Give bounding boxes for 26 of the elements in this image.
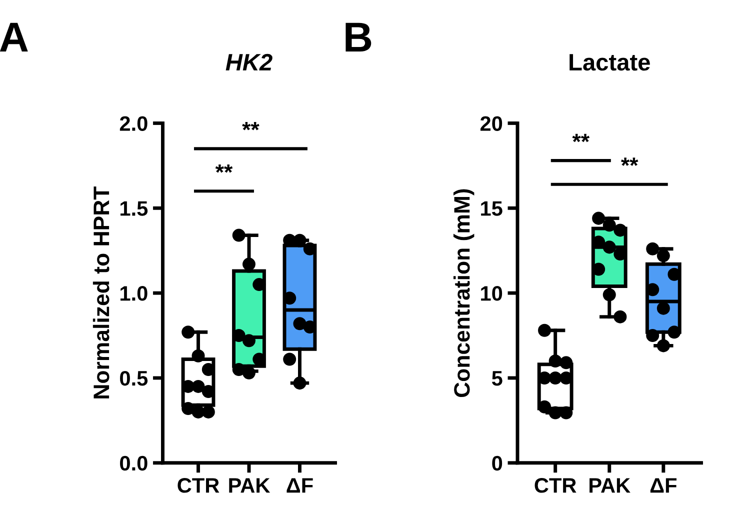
- y-tick-label: 0: [492, 456, 502, 471]
- y-tick-label: 10: [481, 286, 502, 301]
- x-tick-label: ΔF: [286, 478, 313, 493]
- x-tick-label: PAK: [590, 478, 630, 493]
- y-tick-label: 0.0: [120, 456, 148, 471]
- text: A: [0, 22, 28, 52]
- y-tick-label: 0.5: [120, 370, 148, 386]
- y-tick-label: 5: [492, 371, 502, 386]
- annotation: **: [215, 164, 233, 173]
- y-axis-title: Normalized to HPRT: [92, 186, 110, 398]
- x-tick-label: PAK: [229, 478, 270, 493]
- y-axis-title: Concentration (mM): [453, 189, 474, 398]
- y-tick-label: 1.5: [120, 201, 148, 216]
- annotation: **: [621, 158, 638, 166]
- chart-title: HK2: [226, 54, 272, 70]
- y-tick-label: 20: [480, 116, 502, 131]
- annotation: **: [242, 122, 260, 130]
- annotation: **: [572, 134, 590, 142]
- y-tick-label: 2.0: [120, 116, 148, 131]
- chart-title: Lactate: [570, 54, 650, 71]
- text: B: [346, 22, 372, 52]
- x-tick-label: CTR: [534, 478, 576, 493]
- x-tick-label: ΔF: [650, 478, 677, 493]
- y-tick-label: 1.0: [120, 286, 148, 301]
- x-tick-label: CTR: [178, 478, 220, 493]
- y-tick-label: 15: [481, 201, 502, 216]
